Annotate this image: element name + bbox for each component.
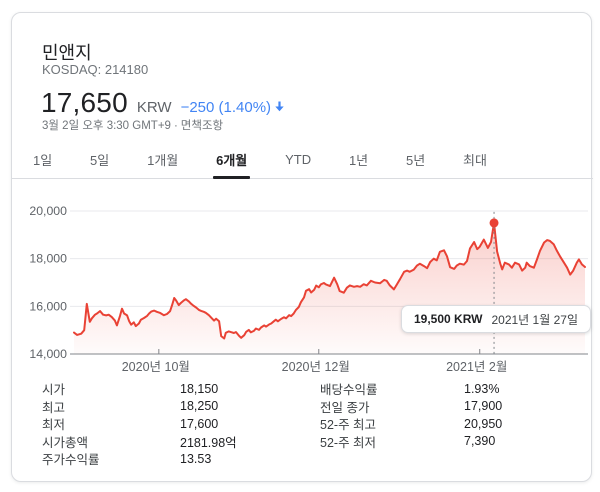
stat-value: 2181.98억 [180, 435, 237, 450]
x-axis-label: 2020년 10월 [122, 360, 190, 374]
price-line [73, 221, 586, 340]
stat-row: 최고 18,250 [42, 398, 302, 416]
tab-5년[interactable]: 5년 [405, 153, 426, 168]
tooltip-price: 19,500 KRW [414, 312, 483, 326]
stat-value: 7,390 [464, 434, 496, 449]
tooltip-date: 2021년 1월 27일 [491, 312, 578, 327]
stat-row: 시가 18,150 [42, 380, 302, 398]
stats-table-left: 시가 18,150 최고 18,250 최저 17,600 시가총액 2181.98억 주가수익… [42, 380, 302, 468]
stat-row: 52-주 최저 7,390 [320, 433, 582, 451]
arrow-down-icon [275, 101, 284, 112]
y-axis-label: 14,000 [29, 347, 67, 361]
stat-value: 1.93% [464, 381, 500, 396]
tab-1년[interactable]: 1년 [348, 153, 369, 168]
stat-row: 전일 종가 17,900 [320, 398, 582, 416]
price-change-text: −250 (1.40%) [180, 99, 272, 116]
stat-label: 전일 종가 [320, 400, 370, 415]
disclaimer-link[interactable]: 면책조항 [180, 120, 224, 132]
current-price: 17,650 [41, 87, 128, 118]
stat-value: 17,600 [180, 416, 219, 431]
y-axis-label: 18,000 [29, 252, 67, 266]
stat-value: 18,250 [180, 399, 219, 414]
stat-label: 최저 [42, 418, 66, 433]
price-chart[interactable]: 20,000 18,000 16,000 14,000 2020년 10월 2020년 1… [1, 171, 600, 376]
tab-1일[interactable]: 1일 [33, 153, 53, 168]
stat-label: 최고 [42, 400, 66, 415]
stat-label: 52-주 최고 [320, 418, 377, 433]
x-axis-label: 2020년 12월 [282, 360, 350, 374]
stat-value: 20,950 [464, 416, 503, 431]
stat-label: 주가수익률 [42, 453, 100, 468]
stat-label: 52-주 최저 [320, 435, 377, 450]
stat-row: 최저 17,600 [42, 415, 302, 433]
price-row: 17,650 KRW −250 (1.40%) [41, 87, 286, 119]
stock-title: 민앤지 [42, 43, 92, 63]
chart-area-fill [74, 222, 585, 354]
chart-tooltip: 19,500 KRW 2021년 1월 27일 [401, 305, 591, 333]
range-tabs: 1일 5일 1개월 6개월 YTD 1년 5년 최대 [12, 141, 593, 179]
price-change: −250 (1.40%) [181, 99, 286, 116]
marker-dot [489, 218, 499, 228]
stat-value: 17,900 [464, 399, 503, 414]
currency-code: KRW [136, 99, 172, 116]
separator-dot: · [173, 120, 178, 132]
tab-6개월[interactable]: 6개월 [213, 141, 251, 179]
stat-row: 배당수익률 1.93% [320, 380, 582, 398]
exchange-ticker: KOSDAQ: 214180 [42, 62, 149, 77]
stat-row: 52-주 최고 20,950 [320, 415, 582, 433]
y-axis-label: 16,000 [29, 299, 67, 313]
quote-timestamp: 3월 2일 오후 3:30 GMT+9 [42, 120, 171, 132]
tab-최대[interactable]: 최대 [463, 153, 487, 168]
quote-timestamp-row: 3월 2일 오후 3:30 GMT+9 · 면책조항 [42, 117, 223, 133]
tab-1개월[interactable]: 1개월 [147, 153, 179, 168]
stock-widget-card: 민앤지 KOSDAQ: 214180 17,650 KRW −250 (1.40… [11, 12, 593, 482]
stats-table-right: 배당수익률 1.93% 전일 종가 17,900 52-주 최고 20,950 52-주 최… [320, 380, 582, 450]
x-axis-label: 2021년 2월 [446, 360, 507, 374]
stat-row: 주가수익률 13.53 [42, 450, 302, 468]
stat-label: 시가총액 [42, 435, 89, 450]
stat-value: 18,150 [180, 381, 219, 396]
stat-row: 시가총액 2181.98억 [42, 433, 302, 451]
tab-YTD[interactable]: YTD [285, 152, 312, 167]
y-axis-label: 20,000 [29, 204, 67, 218]
tab-5일[interactable]: 5일 [90, 153, 110, 168]
stat-label: 시가 [42, 383, 66, 398]
stat-label: 배당수익률 [320, 383, 378, 398]
stat-value: 13.53 [180, 451, 212, 466]
